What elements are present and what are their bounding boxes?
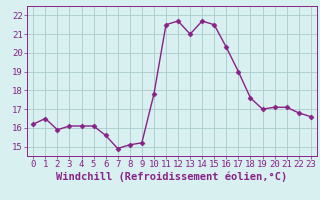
X-axis label: Windchill (Refroidissement éolien,°C): Windchill (Refroidissement éolien,°C) <box>56 172 288 182</box>
